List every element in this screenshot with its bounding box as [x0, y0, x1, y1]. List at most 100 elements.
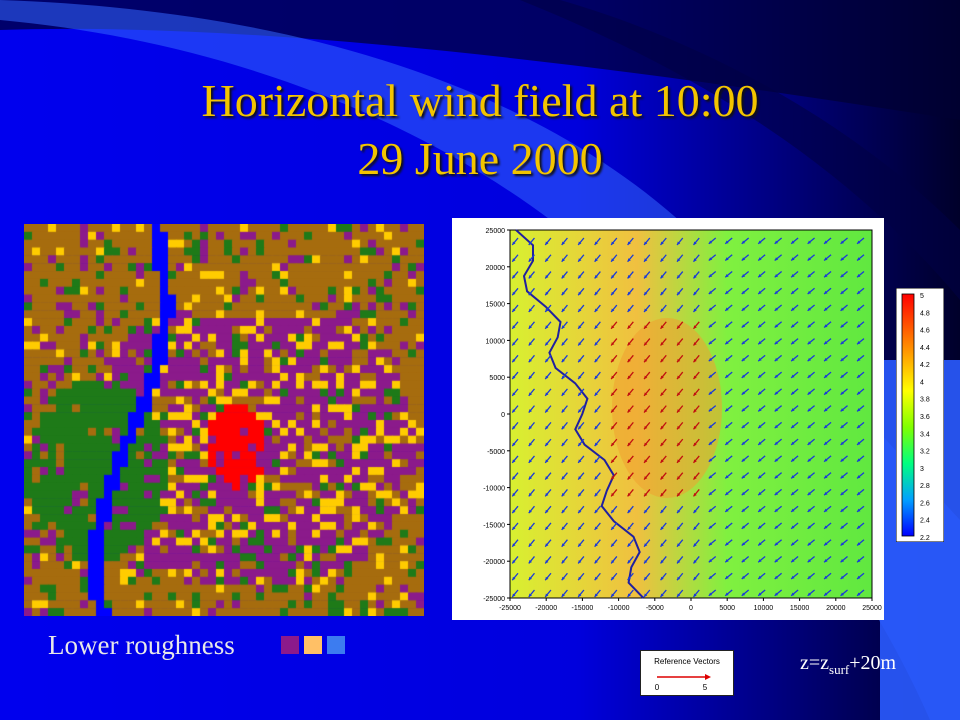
wind-vector-head: [627, 342, 631, 346]
wind-field-plot: 25000 20000 15000 10000 5000 0 -5000 -10000 -150…: [452, 218, 884, 620]
wind-vector-head: [758, 257, 762, 261]
wind-vector-head: [807, 575, 812, 579]
wind-vector-head: [840, 408, 845, 412]
wind-vector-head: [725, 357, 729, 362]
wind-vector-head: [512, 241, 516, 245]
wind-vector-head: [741, 341, 746, 345]
wind-vector-head: [512, 476, 516, 480]
wind-vector-head: [677, 576, 681, 581]
wind-vector-head: [644, 241, 648, 245]
colorbar-tick-label: 3.6: [920, 414, 930, 421]
wind-vector-head: [660, 559, 664, 564]
wind-vector-head: [528, 576, 532, 581]
wind-vector-head: [627, 375, 631, 380]
wind-vector-head: [545, 559, 549, 564]
wind-vector-head: [561, 358, 565, 363]
wind-vector-head: [774, 475, 779, 479]
wind-vector-head: [741, 408, 746, 412]
wind-vector-head: [644, 459, 648, 463]
wind-vector-head: [627, 559, 631, 564]
wind-vector-head: [561, 409, 565, 413]
wind-vector-head: [774, 341, 779, 345]
wind-vector-head: [791, 408, 795, 412]
wind-vector-head: [791, 424, 795, 429]
colorbar-tick-label: 4.2: [920, 362, 930, 369]
wind-vector-head: [611, 275, 615, 279]
wind-vector-head: [741, 307, 746, 311]
reference-vector-min: 0: [655, 683, 660, 692]
wind-vector-head: [725, 575, 729, 579]
wind-vector-head: [725, 274, 729, 278]
wind-vector-head: [512, 559, 516, 564]
wind-vector-head: [725, 240, 729, 244]
wind-vector-head: [512, 308, 516, 312]
wind-vector-head: [840, 508, 845, 512]
legend-label: Lower roughness: [48, 630, 235, 660]
wind-vector-head: [644, 543, 648, 547]
wind-vector-head: [857, 441, 861, 445]
wind-vector-head: [791, 357, 795, 362]
wind-vector-head: [758, 542, 762, 546]
wind-vector-head: [677, 392, 681, 396]
wind-vector-head: [774, 391, 779, 395]
wind-vector-head: [545, 442, 549, 447]
wind-vector-head: [725, 441, 729, 445]
wind-vector-head: [512, 275, 516, 279]
wind-vector-head: [660, 425, 664, 430]
wind-vector-head: [693, 291, 697, 296]
wind-vector-head: [644, 375, 648, 380]
colorbar-tick-label: 4: [920, 379, 924, 386]
wind-vector-head: [725, 525, 729, 529]
wind-vector-head: [857, 424, 861, 429]
wind-vector-head: [807, 274, 812, 278]
speed-colorbar: 5 4.8 4.6 4.4 4.2 4 3.8 3.6 3.4 3.2 3 2.8 2.6 2.4 2.2: [896, 288, 944, 542]
wind-vector-head: [708, 257, 713, 261]
wind-vector-head: [725, 408, 729, 412]
wind-vector-head: [677, 492, 681, 497]
wind-vector-head: [857, 391, 861, 395]
wind-vector-head: [824, 374, 828, 378]
wind-vector-head: [758, 475, 762, 479]
wind-vector-head: [741, 391, 746, 395]
wind-vector-head: [807, 592, 812, 596]
wind-vector-head: [578, 342, 582, 346]
wind-vector-head: [545, 509, 549, 514]
wind-vector-head: [561, 593, 565, 597]
wind-vector-head: [857, 408, 861, 412]
wind-vector-head: [528, 291, 532, 296]
x-tick-label: 5000: [719, 605, 735, 612]
wind-vector-head: [512, 342, 516, 346]
wind-vector-head: [741, 458, 746, 462]
wind-vector-head: [725, 458, 729, 462]
wind-vector-head: [611, 509, 615, 514]
wind-vector-head: [807, 458, 812, 462]
wind-vector-head: [545, 325, 549, 329]
wind-vector-head: [708, 374, 713, 378]
wind-vector-head: [840, 475, 845, 479]
wind-vector-head: [791, 491, 795, 496]
wind-vector-head: [528, 258, 532, 262]
wind-vector-head: [840, 240, 845, 244]
wind-vector-head: [708, 508, 713, 512]
wind-vector-head: [824, 542, 828, 546]
legend-swatch-purple: [281, 636, 299, 654]
wind-vector-head: [627, 308, 631, 312]
wind-vector-head: [677, 358, 681, 363]
wind-vector-head: [807, 324, 812, 328]
wind-vector-head: [708, 558, 713, 563]
wind-vector-head: [857, 290, 861, 295]
wind-vector-head: [693, 476, 697, 480]
x-tick-label: 25000: [862, 605, 882, 612]
wind-vector-head: [528, 559, 532, 564]
wind-vector-head: [627, 241, 631, 245]
wind-vector-head: [528, 308, 532, 312]
wind-vector-head: [840, 458, 845, 462]
wind-vector-head: [758, 357, 762, 362]
wind-vector-head: [741, 274, 746, 278]
wind-vector-head: [857, 274, 861, 278]
wind-vector-head: [758, 324, 762, 328]
wind-vector-head: [545, 342, 549, 346]
wind-vector-head: [708, 592, 713, 596]
wind-vector-head: [824, 592, 828, 596]
wind-vector-head: [791, 290, 795, 295]
